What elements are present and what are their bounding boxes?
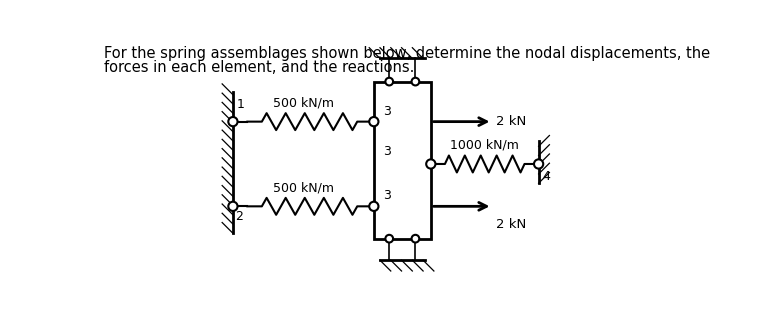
Circle shape xyxy=(385,78,393,85)
Text: 3: 3 xyxy=(383,189,391,202)
Text: 4: 4 xyxy=(542,170,551,183)
Bar xyxy=(374,82,431,239)
Circle shape xyxy=(370,117,379,126)
Text: 500 kN/m: 500 kN/m xyxy=(273,181,334,194)
Text: 500 kN/m: 500 kN/m xyxy=(273,96,334,109)
Text: 1: 1 xyxy=(237,98,245,111)
Circle shape xyxy=(228,202,237,211)
Circle shape xyxy=(385,235,393,243)
Circle shape xyxy=(411,235,420,243)
Text: 3: 3 xyxy=(383,105,391,118)
Text: 2 kN: 2 kN xyxy=(497,218,527,231)
Text: For the spring assemblages shown below, determine the nodal displacements, the: For the spring assemblages shown below, … xyxy=(104,46,711,61)
Circle shape xyxy=(411,78,420,85)
Circle shape xyxy=(228,117,237,126)
Text: 2: 2 xyxy=(236,210,243,223)
Text: forces in each element, and the reactions.: forces in each element, and the reaction… xyxy=(104,60,415,75)
Text: 3: 3 xyxy=(383,145,391,158)
Text: 1000 kN/m: 1000 kN/m xyxy=(450,139,519,152)
Circle shape xyxy=(427,159,436,169)
Text: 2 kN: 2 kN xyxy=(497,115,527,128)
Circle shape xyxy=(370,202,379,211)
Circle shape xyxy=(534,159,544,169)
